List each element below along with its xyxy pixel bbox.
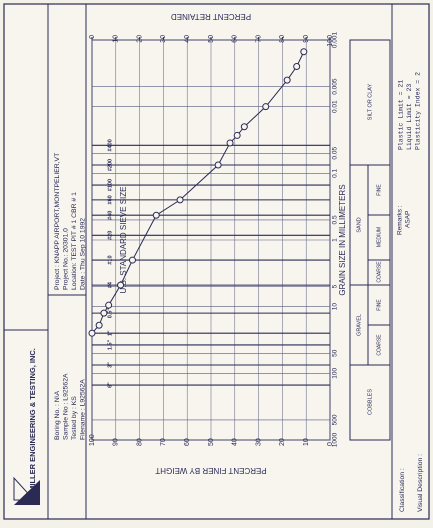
y2-tick-label: 100 [327, 35, 334, 47]
data-point [88, 329, 96, 337]
data-point [214, 161, 222, 169]
x-tick-label: 1 [332, 238, 339, 242]
data-point [293, 63, 301, 71]
y2-tick-label: 70 [255, 35, 262, 43]
table-cell: COBBLES [367, 389, 373, 415]
sieve-tick-label: #10 [107, 255, 113, 264]
data-point [262, 103, 270, 111]
y2-tick-label: 40 [184, 35, 191, 43]
classification: Classification : [399, 468, 406, 512]
data-point [128, 256, 136, 264]
visual-description: Visual Description : [417, 454, 424, 512]
x-tick-label: 5 [332, 284, 339, 288]
y-tick-label: 40 [232, 438, 239, 446]
y2-tick-label: 20 [136, 35, 143, 43]
data-point [95, 321, 103, 329]
remarks-label: Remarks : [397, 205, 404, 235]
data-point [233, 131, 241, 139]
y2-tick-label: 80 [279, 35, 286, 43]
data-point [300, 48, 308, 56]
y-tick-label: 80 [136, 438, 143, 446]
y-tick-label: 10 [303, 438, 310, 446]
project-info: Project No.: 20301.0 [62, 228, 69, 290]
x-tick-label: 0.001 [332, 31, 339, 48]
x-tick-label: 100 [332, 368, 339, 379]
data-point [240, 123, 248, 131]
sieve-tick-label: #60 [107, 195, 113, 204]
x-axis-title: GRAIN SIZE IN MILLIMETERS [338, 184, 347, 295]
sieve-tick-label: #400 [107, 139, 113, 151]
data-point [152, 211, 160, 219]
sieve-tick-label: 1" [107, 330, 113, 336]
sieve-tick-label: 1.5" [107, 339, 113, 350]
logo-mark [13, 476, 36, 501]
table-cell: GRAVEL [356, 314, 362, 336]
table-cell: COARSE [376, 261, 382, 283]
data-point [117, 281, 125, 289]
y-tick-label: 90 [113, 438, 120, 446]
y-tick-label: 30 [255, 438, 262, 446]
boring-info: Filename : L92562A [79, 379, 86, 440]
table-cell: COARSE [376, 334, 382, 356]
y2-tick-label: 30 [160, 35, 167, 43]
x-tick-label: 0.1 [332, 168, 339, 177]
x-tick-label: 500 [332, 414, 339, 425]
y-tick-label: 60 [184, 438, 191, 446]
y-tick-label: 20 [279, 438, 286, 446]
y2-tick-label: 10 [113, 35, 120, 43]
table-cell: SAND [356, 217, 362, 232]
data-point [226, 139, 234, 147]
data-point [176, 196, 184, 204]
x-tick-label: 1000 [332, 432, 339, 447]
y2-tick-label: 90 [303, 35, 310, 43]
boring-info: Boring No. : N\A [54, 390, 61, 440]
sieve-tick-label: 3" [107, 362, 113, 368]
x-tick-label: 0.05 [332, 147, 339, 160]
data-point [105, 301, 113, 309]
boring-info: Sample No : L92562A [62, 373, 69, 440]
data-point [100, 309, 108, 317]
sieve-tick-label: #100 [107, 179, 113, 191]
y-axis-title: PERCENT FINER BY WEIGHT [155, 466, 266, 475]
x-tick-label: 0.01 [332, 100, 339, 113]
y-tick-label: 50 [208, 438, 215, 446]
table-cell: SILT OR CLAY [367, 83, 373, 120]
x-tick-label: 0.5 [332, 215, 339, 224]
x-tick-label: 0.005 [332, 78, 339, 95]
company-name: MILLER ENGINEERING & TESTING, INC. [28, 348, 37, 492]
project-info: Location: TEST PIT # 1 CBR # 1 [71, 192, 78, 290]
sieve-tick-label: 6" [107, 382, 113, 388]
limit: Plastic Limit = 21 [398, 80, 405, 150]
boring-info: Tested by : KS [71, 396, 78, 440]
y-tick-label: 70 [160, 438, 167, 446]
y2-axis-title: PERCENT RETAINED [171, 12, 251, 21]
data-point [283, 76, 291, 84]
project-info: Date : Thu Sep 10 1992 [79, 218, 86, 290]
project-info: Project : KNAPP AIRPORT,MONTPELIER,VT [54, 153, 61, 290]
limit: Liquid Limit = 23 [406, 84, 413, 150]
remarks: ASAP [405, 211, 412, 228]
sieve-tick-label: #200 [107, 159, 113, 171]
table-cell: FINE [376, 299, 382, 311]
y2-tick-label: 0 [89, 35, 96, 39]
x-tick-label: 50 [332, 349, 339, 357]
table-cell: FINE [376, 184, 382, 196]
y-tick-label: 0 [327, 442, 334, 446]
limit: Plasticity Index = 2 [415, 72, 422, 150]
sieve-title: U.S. STANDARD SIEVE SIZE [119, 187, 128, 294]
sieve-tick-label: #4 [107, 281, 113, 288]
x-tick-label: 10 [332, 303, 339, 311]
sieve-tick-label: 0.5" [107, 308, 113, 319]
y2-tick-label: 50 [208, 35, 215, 43]
gradation-curve [91, 51, 305, 334]
y2-tick-label: 60 [232, 35, 239, 43]
page-border [3, 3, 430, 520]
sieve-tick-label: #20 [107, 231, 113, 240]
sieve-tick-label: #40 [107, 211, 113, 220]
table-cell: MEDIUM [376, 227, 382, 247]
class-table [349, 39, 391, 441]
